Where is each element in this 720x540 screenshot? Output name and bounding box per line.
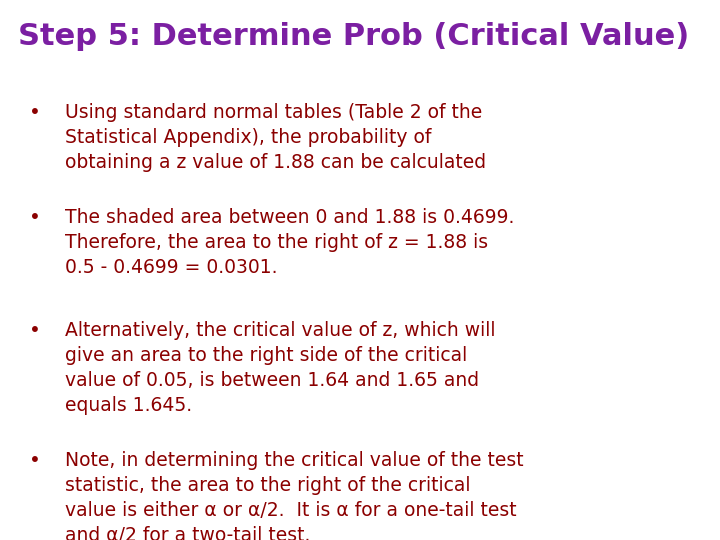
Text: •: • <box>29 208 40 227</box>
Text: •: • <box>29 451 40 470</box>
Text: The shaded area between 0 and 1.88 is 0.4699.
Therefore, the area to the right o: The shaded area between 0 and 1.88 is 0.… <box>65 208 514 277</box>
Text: Alternatively, the critical value of z, which will
give an area to the right sid: Alternatively, the critical value of z, … <box>65 321 495 415</box>
Text: Step 5: Determine Prob (Critical Value): Step 5: Determine Prob (Critical Value) <box>18 22 689 51</box>
Text: •: • <box>29 103 40 122</box>
Text: Using standard normal tables (Table 2 of the
Statistical Appendix), the probabil: Using standard normal tables (Table 2 of… <box>65 103 486 172</box>
Text: Note, in determining the critical value of the test
statistic, the area to the r: Note, in determining the critical value … <box>65 451 523 540</box>
Text: •: • <box>29 321 40 340</box>
